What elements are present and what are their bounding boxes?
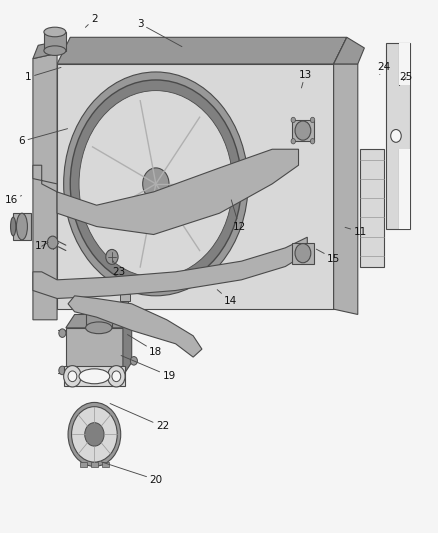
Circle shape xyxy=(59,329,66,337)
Text: 23: 23 xyxy=(112,261,125,277)
Text: 11: 11 xyxy=(344,227,366,237)
Polygon shape xyxy=(123,314,131,376)
Circle shape xyxy=(130,314,137,322)
Text: 17: 17 xyxy=(35,241,48,251)
Circle shape xyxy=(70,80,241,288)
Circle shape xyxy=(107,366,125,387)
Polygon shape xyxy=(122,301,128,317)
Text: 3: 3 xyxy=(137,19,181,46)
Circle shape xyxy=(64,72,247,296)
Text: 12: 12 xyxy=(231,200,245,231)
Text: 2: 2 xyxy=(85,14,98,27)
Polygon shape xyxy=(333,37,346,309)
Polygon shape xyxy=(13,213,31,240)
Circle shape xyxy=(47,236,58,249)
Ellipse shape xyxy=(79,369,110,384)
Polygon shape xyxy=(333,37,364,64)
Text: 25: 25 xyxy=(399,72,412,82)
Polygon shape xyxy=(33,53,57,320)
Circle shape xyxy=(310,139,314,144)
Text: 14: 14 xyxy=(217,289,237,306)
Text: 13: 13 xyxy=(298,70,311,88)
Circle shape xyxy=(68,402,120,466)
Text: 20: 20 xyxy=(101,462,162,484)
Text: 16: 16 xyxy=(4,195,21,205)
Polygon shape xyxy=(68,296,201,357)
Polygon shape xyxy=(291,243,313,264)
Polygon shape xyxy=(399,149,410,229)
Polygon shape xyxy=(385,43,410,229)
Polygon shape xyxy=(64,366,125,386)
Text: 6: 6 xyxy=(18,128,67,146)
Ellipse shape xyxy=(16,213,28,240)
Polygon shape xyxy=(57,37,346,64)
Polygon shape xyxy=(44,32,66,51)
Circle shape xyxy=(390,130,400,142)
Ellipse shape xyxy=(85,301,112,312)
Text: 15: 15 xyxy=(316,249,339,263)
Circle shape xyxy=(142,168,169,200)
Text: 24: 24 xyxy=(377,62,390,75)
Polygon shape xyxy=(399,43,410,85)
Circle shape xyxy=(290,139,295,144)
Text: 22: 22 xyxy=(110,403,169,431)
Polygon shape xyxy=(291,120,313,141)
Text: 1: 1 xyxy=(25,68,61,82)
Polygon shape xyxy=(85,306,112,328)
Circle shape xyxy=(294,121,310,140)
Ellipse shape xyxy=(44,27,66,37)
Circle shape xyxy=(71,407,117,462)
Circle shape xyxy=(64,366,81,387)
Polygon shape xyxy=(33,237,307,298)
Polygon shape xyxy=(102,462,109,467)
Circle shape xyxy=(310,117,314,123)
Circle shape xyxy=(294,244,310,263)
Circle shape xyxy=(59,366,66,375)
Polygon shape xyxy=(91,462,98,467)
Circle shape xyxy=(68,371,77,382)
Polygon shape xyxy=(359,149,383,266)
Polygon shape xyxy=(80,462,87,467)
Polygon shape xyxy=(33,149,298,235)
Text: 18: 18 xyxy=(127,335,162,357)
Circle shape xyxy=(130,357,137,365)
Ellipse shape xyxy=(44,46,66,55)
Circle shape xyxy=(85,423,104,446)
Polygon shape xyxy=(66,328,123,376)
Circle shape xyxy=(290,117,295,123)
Polygon shape xyxy=(33,40,64,59)
Ellipse shape xyxy=(85,322,112,334)
Polygon shape xyxy=(66,314,131,328)
Circle shape xyxy=(106,249,118,264)
Circle shape xyxy=(112,371,120,382)
Ellipse shape xyxy=(11,217,16,236)
Polygon shape xyxy=(120,294,130,301)
Polygon shape xyxy=(333,64,357,314)
Polygon shape xyxy=(57,64,333,309)
Text: 19: 19 xyxy=(121,356,175,381)
Ellipse shape xyxy=(90,303,107,310)
Circle shape xyxy=(79,91,232,277)
